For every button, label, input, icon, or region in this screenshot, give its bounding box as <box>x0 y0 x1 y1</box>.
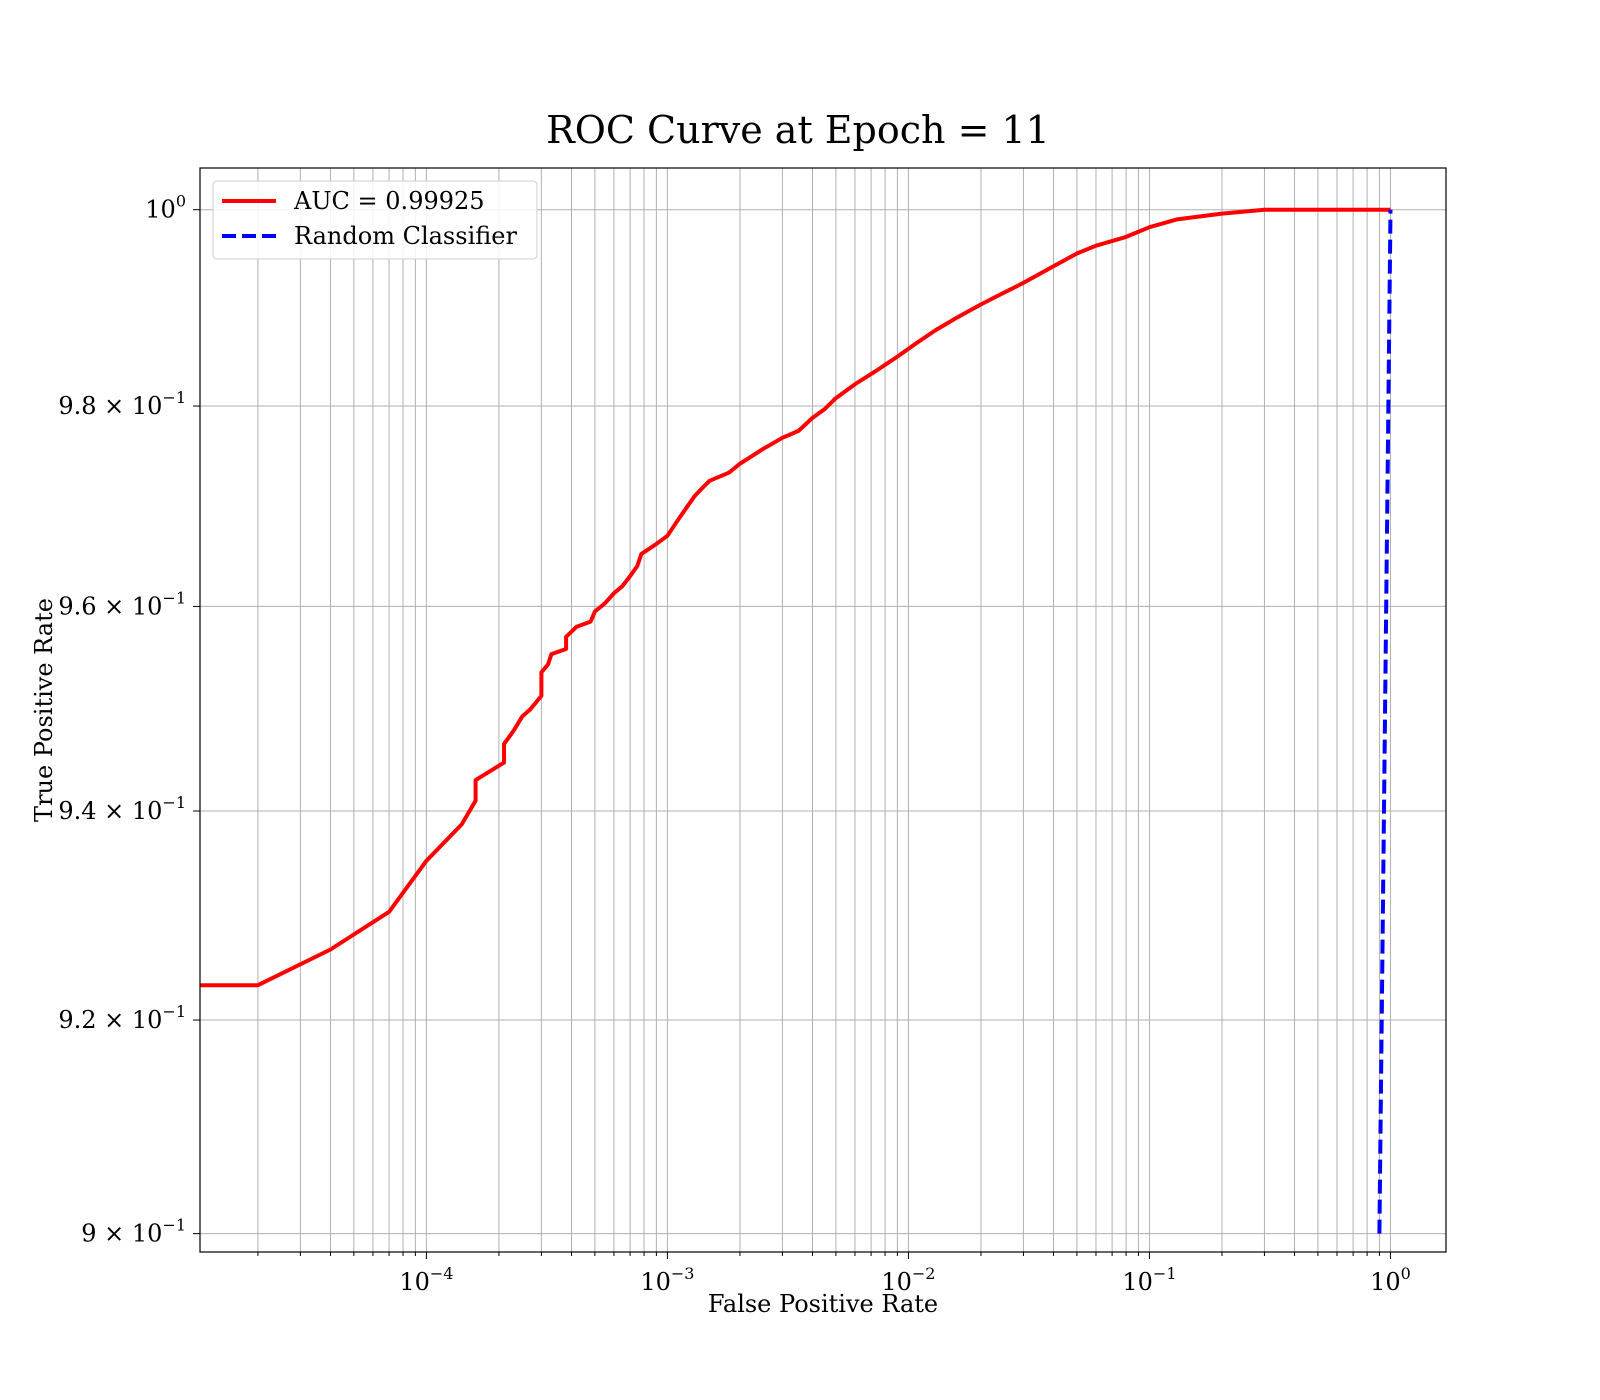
y-tick-label: 9.2 × 10−1 <box>58 1002 186 1034</box>
x-axis-label: False Positive Rate <box>708 1290 938 1318</box>
y-tick-label: 100 <box>145 192 186 224</box>
grid <box>200 168 1446 1252</box>
x-tick-label: 10−1 <box>1122 1264 1176 1296</box>
random-classifier-line <box>1377 209 1393 1234</box>
legend-box <box>212 180 538 260</box>
roc-curve-line <box>200 207 1391 988</box>
x-tick-label: 10−2 <box>881 1264 935 1296</box>
y-axis-label: True Positive Rate <box>30 598 58 822</box>
y-tick-label: 9 × 10−1 <box>81 1216 186 1248</box>
legend-label-random: Random Classifier <box>294 222 517 250</box>
y-tick-label: 9.4 × 10−1 <box>58 793 186 825</box>
legend-label-auc: AUC = 0.99925 <box>293 187 485 215</box>
chart-title: ROC Curve at Epoch = 11 <box>546 108 1050 152</box>
x-tick-label: 100 <box>1370 1264 1411 1296</box>
x-tick-label: 10−4 <box>399 1264 453 1296</box>
plot-area <box>200 207 1393 1234</box>
ticks: 100 9.8 × 10−1 9.6 × 10−1 9.4 × 10−1 9.2 × 1… <box>58 192 1410 1296</box>
x-tick-label: 10−3 <box>640 1264 694 1296</box>
axes-frame <box>199 167 1447 1253</box>
y-tick-label: 9.6 × 10−1 <box>58 588 186 620</box>
legend: AUC = 0.99925 Random Classifier <box>212 180 538 260</box>
y-tick-label: 9.8 × 10−1 <box>58 388 186 420</box>
